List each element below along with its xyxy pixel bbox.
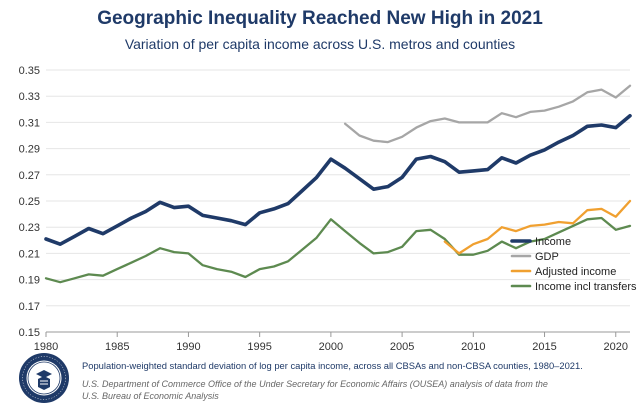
x-tick-label: 1985 [105,341,129,353]
y-tick-label: 0.35 [19,65,40,77]
y-tick-label: 0.29 [19,144,40,156]
x-tick-label: 2005 [390,341,414,353]
legend-label-gdp: GDP [535,251,559,263]
x-tick-label: 2000 [319,341,343,353]
source-line-2: U.S. Bureau of Economic Analysis [82,391,219,401]
y-tick-label: 0.25 [19,196,40,208]
y-tick-label: 0.15 [19,327,40,339]
y-tick-label: 0.17 [19,301,40,313]
legend-label-adjusted-income: Adjusted income [535,266,616,278]
grid [46,69,630,333]
chart-title: Geographic Inequality Reached New High i… [97,8,543,29]
y-tick-label: 0.27 [19,170,40,182]
y-tick-label: 0.31 [19,117,40,129]
x-tick-label: 1980 [34,341,58,353]
x-tick-label: 2010 [461,341,485,353]
department-of-commerce-seal-icon [19,353,69,403]
chart-footnote: Population-weighted standard deviation o… [82,360,583,371]
y-tick-label: 0.33 [19,91,40,103]
series-line-income [44,114,632,246]
x-tick-label: 2020 [604,341,628,353]
series-line-income-incl-transfers [44,216,632,284]
legend-label-income: Income [535,236,571,248]
legend: Income GDP Adjusted income Income incl tran… [510,236,637,293]
axes: 0.15 0.17 0.19 0.21 0.23 0.25 0.27 0.29 0.31 0.33… [19,65,630,353]
y-tick-label: 0.23 [19,222,40,234]
series-line-gdp [343,84,632,144]
x-tick-label: 2015 [532,341,556,353]
source-note: U.S. Department of Commerce Office of th… [82,378,622,402]
y-tick-label: 0.19 [19,275,40,287]
source-line-1: U.S. Department of Commerce Office of th… [82,379,548,389]
x-tick-label: 1990 [176,341,200,353]
series [44,84,632,284]
y-tick-label: 0.21 [19,248,40,260]
x-tick-label: 1995 [247,341,271,353]
legend-label-income-incl-transfers: Income incl transfers [535,281,637,293]
chart-subtitle: Variation of per capita income across U.… [124,36,516,52]
series-line-adjusted-income [443,199,632,255]
